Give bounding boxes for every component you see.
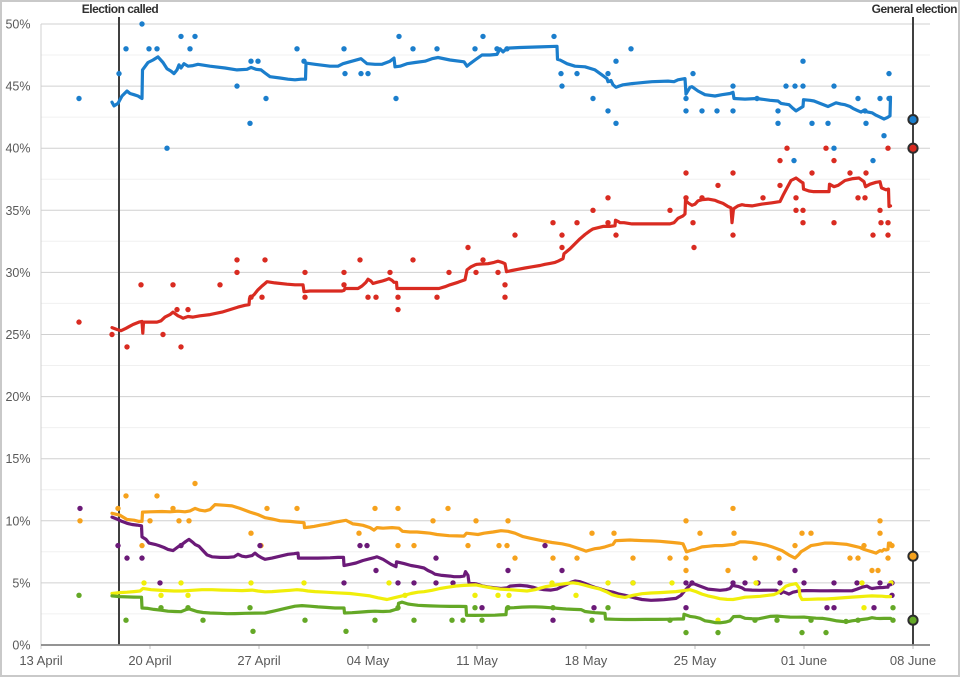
- svg-text:5%: 5%: [12, 576, 30, 590]
- svg-text:27 April: 27 April: [237, 653, 280, 668]
- svg-text:50%: 50%: [5, 18, 30, 32]
- svg-text:Election called: Election called: [82, 2, 159, 16]
- svg-text:10%: 10%: [5, 514, 30, 528]
- svg-text:25%: 25%: [5, 328, 30, 342]
- svg-text:15%: 15%: [5, 452, 30, 466]
- svg-text:13 April: 13 April: [19, 653, 62, 668]
- svg-text:04 May: 04 May: [347, 653, 390, 668]
- svg-text:30%: 30%: [5, 266, 30, 280]
- svg-text:General election: General election: [872, 2, 958, 16]
- svg-text:01 June: 01 June: [781, 653, 827, 668]
- svg-text:20%: 20%: [5, 390, 30, 404]
- svg-text:40%: 40%: [5, 142, 30, 156]
- svg-text:08 June: 08 June: [890, 653, 936, 668]
- svg-text:35%: 35%: [5, 204, 30, 218]
- svg-text:20 April: 20 April: [128, 653, 171, 668]
- svg-text:18 May: 18 May: [565, 653, 608, 668]
- svg-text:11 May: 11 May: [456, 653, 498, 668]
- svg-text:0%: 0%: [12, 639, 30, 653]
- svg-text:25 May: 25 May: [674, 653, 717, 668]
- svg-text:45%: 45%: [5, 80, 30, 94]
